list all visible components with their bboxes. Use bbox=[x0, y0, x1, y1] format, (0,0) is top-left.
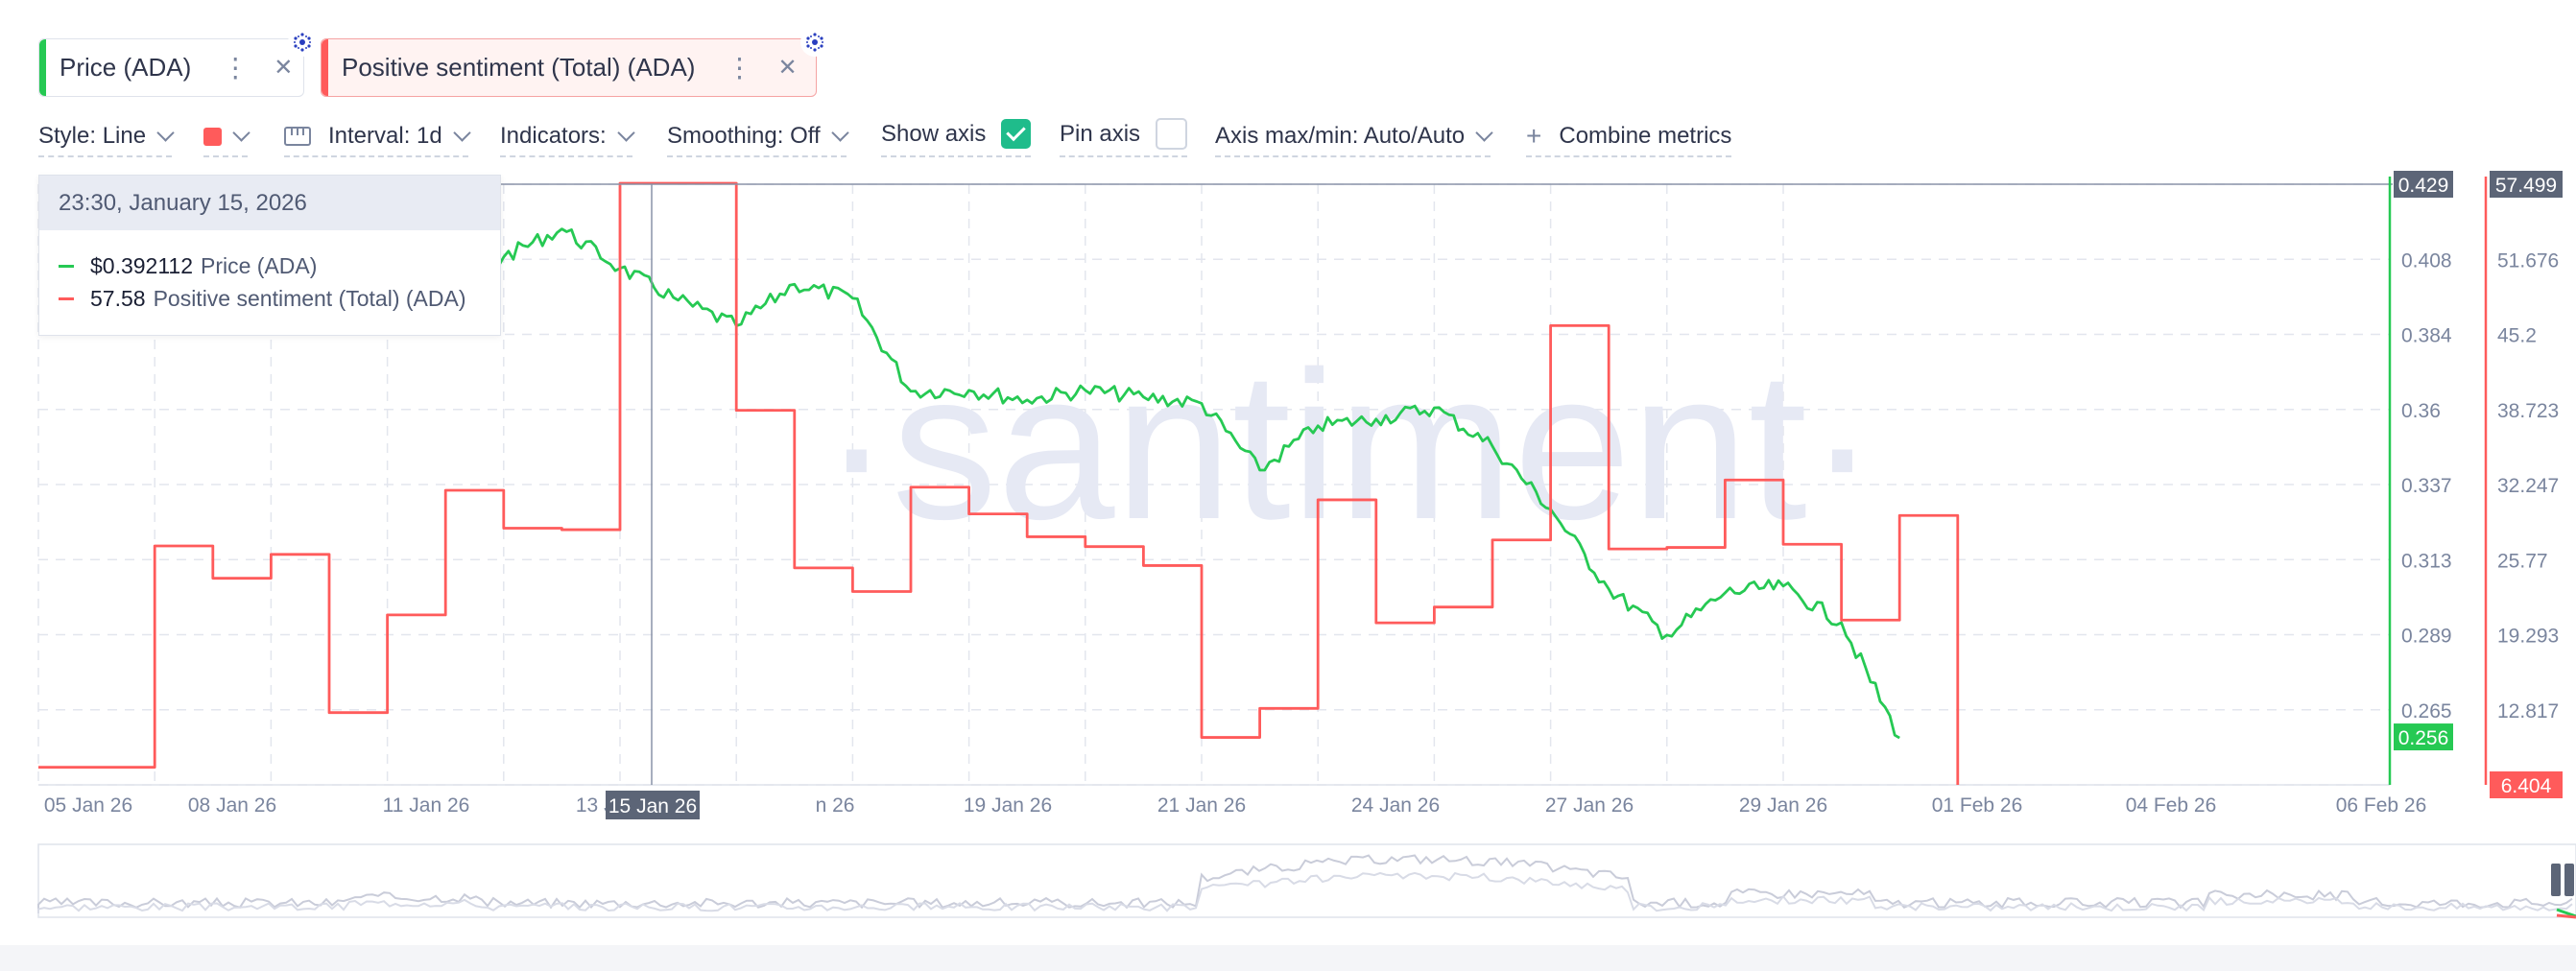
axis-minmax-dropdown[interactable]: Axis max/min: Auto/Auto bbox=[1215, 119, 1493, 157]
close-icon[interactable]: ✕ bbox=[777, 55, 798, 81]
marker-bg bbox=[2394, 723, 2453, 751]
x-tick-label: 04 Feb 26 bbox=[2126, 794, 2217, 817]
y-tick-label: 25.77 bbox=[2497, 550, 2548, 572]
chart-canvas[interactable]: ·santiment· 0.408 0.384 0.36 0.337 0.313 0.28… bbox=[0, 0, 2576, 945]
metric-color-bar bbox=[322, 39, 328, 96]
axis-minmax-label: Axis max/min: Auto/Auto bbox=[1215, 123, 1466, 149]
more-vertical-icon[interactable]: ⋮ bbox=[222, 53, 250, 83]
style-dropdown[interactable]: Style: Line bbox=[38, 119, 175, 157]
x-tick-label: n 26 bbox=[816, 794, 855, 817]
metric-color-bar bbox=[39, 39, 46, 96]
show-axis-checkbox[interactable] bbox=[1001, 119, 1032, 149]
x-tick-label: 05 Jan 26 bbox=[44, 794, 132, 817]
marker-label: 6.404 bbox=[2501, 775, 2552, 797]
marker-bg bbox=[2490, 171, 2563, 198]
metric-label: Positive sentiment (Total) (ADA) bbox=[342, 53, 696, 82]
smoothing-label: Smoothing: Off bbox=[667, 123, 821, 149]
tooltip-date: 23:30, January 15, 2026 bbox=[39, 176, 500, 230]
tooltip-value: 57.58 bbox=[90, 286, 146, 311]
y-tick-label: 51.676 bbox=[2497, 249, 2559, 272]
more-vertical-icon[interactable]: ⋮ bbox=[726, 53, 753, 83]
marker-label: 0.429 bbox=[2398, 175, 2449, 197]
cardano-icon bbox=[288, 28, 317, 57]
marker-bg bbox=[2394, 171, 2453, 198]
pin-axis-checkbox[interactable] bbox=[1156, 118, 1188, 150]
x-tick-label: 19 Jan 26 bbox=[964, 794, 1052, 817]
y-tick-label: 0.408 bbox=[2401, 249, 2452, 272]
y-tick-label: 0.36 bbox=[2401, 400, 2441, 422]
navigator-line bbox=[2556, 908, 2576, 918]
marker-bg bbox=[2490, 771, 2563, 798]
x-tick-label: 29 Jan 26 bbox=[1739, 794, 1827, 817]
combine-metrics-button[interactable]: + Combine metrics bbox=[1526, 119, 1732, 157]
y-tick-label: 45.2 bbox=[2497, 325, 2537, 347]
navigator-line bbox=[2556, 913, 2576, 919]
indicators-label: Indicators: bbox=[500, 123, 607, 149]
y-tick-label: 32.247 bbox=[2497, 475, 2559, 497]
chart-app: Price (ADA) ⋮ ✕ Positive sentiment (Tota… bbox=[0, 0, 2576, 945]
metric-chip-sentiment[interactable]: Positive sentiment (Total) (ADA) ⋮ ✕ bbox=[321, 28, 829, 97]
series-positive-sentiment bbox=[38, 181, 1960, 786]
navigator-line bbox=[37, 854, 2573, 912]
indicators-dropdown[interactable]: Indicators: bbox=[500, 119, 635, 157]
tooltip-value: $0.392112 bbox=[90, 253, 194, 278]
y-tick-label: 0.384 bbox=[2401, 325, 2452, 347]
watermark: ·santiment· bbox=[822, 327, 1877, 563]
series-line bbox=[38, 181, 1960, 786]
navigator[interactable] bbox=[37, 843, 2576, 919]
show-axis-toggle[interactable]: Show axis bbox=[881, 114, 1032, 157]
axes: 0.408 0.384 0.36 0.337 0.313 0.289 0.265 51.676… bbox=[2388, 171, 2563, 798]
marker-label: 0.256 bbox=[2398, 727, 2449, 749]
pin-axis-toggle[interactable]: Pin axis bbox=[1060, 114, 1188, 157]
y-tick-label: 0.265 bbox=[2401, 700, 2452, 722]
x-tick-label: 24 Jan 26 bbox=[1351, 794, 1440, 817]
close-icon[interactable]: ✕ bbox=[274, 55, 294, 81]
y-tick-label: 12.817 bbox=[2497, 700, 2559, 722]
marker-label: 57.499 bbox=[2495, 175, 2557, 197]
plus-icon: + bbox=[1526, 121, 1542, 151]
tooltip-row-sentiment: 57.58 Positive sentiment (Total) (ADA) bbox=[59, 286, 466, 312]
chart-tooltip: 23:30, January 15, 2026 $0.392112 Price … bbox=[38, 175, 501, 336]
cardano-icon bbox=[800, 28, 829, 57]
axis-value-marker: 6.404 bbox=[2490, 771, 2563, 798]
axis-value-marker: 0.256 bbox=[2394, 723, 2453, 751]
interval-label: Interval: 1d bbox=[328, 123, 442, 149]
navigator-line bbox=[37, 871, 2573, 913]
navigator-handle bbox=[2551, 864, 2561, 896]
color-dropdown[interactable] bbox=[203, 119, 250, 157]
color-swatch bbox=[203, 127, 222, 146]
x-tick-label: 21 Jan 26 bbox=[1157, 794, 1246, 817]
show-axis-label: Show axis bbox=[881, 120, 987, 147]
x-tick-label: 08 Jan 26 bbox=[188, 794, 276, 817]
interval-dropdown[interactable]: Interval: 1d bbox=[284, 119, 471, 157]
metric-chip-price[interactable]: Price (ADA) ⋮ ✕ bbox=[38, 28, 317, 97]
navigator-handle bbox=[2564, 864, 2574, 896]
y-tick-label: 19.293 bbox=[2497, 626, 2559, 648]
tooltip-metric-name: Price (ADA) bbox=[201, 253, 318, 278]
crosshair-x-marker: 15 Jan 26 bbox=[606, 791, 700, 819]
axis-value-marker: 0.429 bbox=[2394, 171, 2453, 198]
tooltip-row-price: $0.392112 Price (ADA) bbox=[59, 253, 317, 279]
x-tick-label: 06 Feb 26 bbox=[2336, 794, 2427, 817]
x-tick-label: 27 Jan 26 bbox=[1545, 794, 1634, 817]
y-tick-label: 38.723 bbox=[2497, 400, 2559, 422]
combine-label: Combine metrics bbox=[1559, 123, 1732, 149]
y-tick-label: 0.313 bbox=[2401, 550, 2452, 572]
y-tick-label: 0.289 bbox=[2401, 626, 2452, 648]
marker-bg bbox=[606, 791, 700, 819]
tooltip-metric-name: Positive sentiment (Total) (ADA) bbox=[153, 286, 466, 311]
metric-label: Price (ADA) bbox=[60, 53, 192, 82]
axis-value-marker: 57.499 bbox=[2490, 171, 2563, 198]
marker-label: 15 Jan 26 bbox=[608, 795, 697, 817]
legend-swatch bbox=[59, 265, 74, 268]
y-tick-label: 0.337 bbox=[2401, 475, 2452, 497]
pin-axis-label: Pin axis bbox=[1060, 120, 1141, 147]
x-tick-label: 11 Jan 26 bbox=[383, 794, 470, 817]
legend-swatch bbox=[59, 297, 74, 300]
smoothing-dropdown[interactable]: Smoothing: Off bbox=[667, 119, 849, 157]
ruler-icon bbox=[284, 127, 311, 146]
style-label: Style: Line bbox=[38, 123, 147, 149]
x-tick-label: 01 Feb 26 bbox=[1932, 794, 2023, 817]
